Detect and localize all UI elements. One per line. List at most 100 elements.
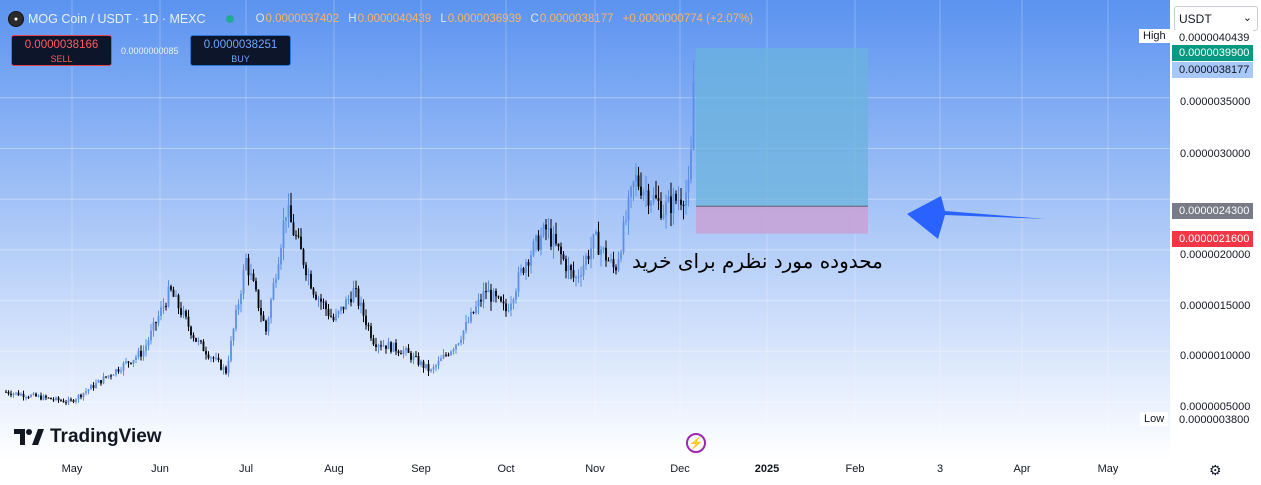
sell-button[interactable]: 0.0000038166 SELL [11, 35, 112, 66]
candle-body [470, 311, 472, 322]
candle-body [130, 362, 132, 364]
candle-body [145, 345, 147, 351]
candle-body [622, 221, 625, 253]
candles [5, 60, 695, 406]
candle-body [172, 289, 175, 297]
candle-body [80, 394, 82, 398]
candle-body [40, 395, 42, 400]
candle-body [225, 367, 227, 374]
candle-body [365, 315, 367, 326]
candle-body [472, 311, 475, 314]
candle-body [532, 241, 535, 256]
candle-body [30, 394, 32, 398]
candle-body [467, 321, 470, 323]
candle-body [447, 354, 450, 356]
candle-body [582, 264, 585, 276]
candle-body [182, 310, 185, 315]
candle-body [115, 369, 117, 375]
candle-body [357, 288, 360, 306]
lightning-icon[interactable]: ⚡ [686, 433, 706, 453]
candle-body [175, 295, 177, 297]
candle-body [597, 231, 600, 255]
candle-body [490, 289, 492, 302]
candle-body [635, 175, 637, 182]
candle-body [692, 82, 695, 150]
tradingview-logo[interactable]: TradingView [14, 426, 162, 448]
high-price-tag: 0.0000040439 [1172, 30, 1253, 46]
x-tick-label: Apr [1013, 463, 1031, 475]
candle-body [517, 272, 520, 292]
candle-body [590, 248, 592, 260]
candle-body [625, 220, 627, 222]
last-price-tag: 0.0000038177 [1172, 62, 1253, 78]
candle-body [637, 175, 640, 187]
y-tick-label: 0.0000035000 [1180, 96, 1251, 108]
sell-label: SELL [50, 54, 73, 64]
candle-body [212, 357, 215, 359]
candle-body [150, 330, 152, 341]
candle-body [147, 340, 150, 346]
candle-body [402, 350, 405, 355]
candle-body [460, 339, 462, 344]
candle-body [450, 351, 452, 356]
buy-button[interactable]: 0.0000038251 BUY [190, 35, 291, 66]
candle-body [302, 249, 305, 265]
candle-body [262, 315, 265, 321]
candle-body [72, 400, 75, 403]
candle-body [265, 320, 267, 332]
candle-body [612, 259, 615, 268]
candle-body [407, 348, 410, 353]
candle-body [310, 273, 312, 289]
candle-body [217, 357, 220, 360]
currency-select[interactable]: USDT ⌄ [1174, 6, 1258, 31]
candle-body [252, 273, 255, 281]
x-tick-label: 2025 [754, 463, 780, 475]
candle-body [660, 201, 662, 218]
candle-body [530, 255, 532, 266]
candle-body [10, 393, 12, 396]
candle-body [280, 248, 282, 265]
buy-zone-annotation[interactable]: محدوده مورد نظرم برای خرید [632, 249, 883, 273]
candle-body [455, 344, 457, 350]
candle-body [457, 343, 460, 345]
candle-body [440, 358, 442, 361]
candle-body [427, 364, 430, 372]
candle-body [45, 395, 47, 398]
candle-body [135, 356, 137, 360]
candle-body [230, 340, 232, 361]
candle-body [342, 306, 345, 310]
x-tick-label: Jul [238, 463, 254, 475]
candle-body [335, 314, 337, 321]
candle-body [352, 288, 355, 303]
candle-body [285, 217, 287, 221]
target-zone[interactable] [696, 48, 868, 207]
candle-body [385, 345, 387, 349]
candle-body [125, 361, 127, 364]
candle-body [545, 224, 547, 230]
candle-body [422, 361, 425, 368]
candle-body [690, 149, 692, 180]
candle-body [32, 393, 35, 395]
symbol-header: ● MOG Coin / USDT · 1D · MEXC O0.0000037… [8, 9, 759, 29]
candle-body [537, 235, 540, 250]
candle-body [540, 235, 542, 250]
candle-body [297, 235, 300, 237]
gear-icon[interactable]: ⚙ [1209, 462, 1222, 478]
stop-zone[interactable] [696, 206, 868, 234]
candle-body [687, 179, 690, 193]
y-tick-label: 0.0000005000 [1180, 401, 1251, 413]
chevron-down-icon: ⌄ [1242, 12, 1252, 24]
candle-body [685, 192, 687, 206]
candle-body [255, 280, 257, 290]
candle-body [397, 351, 400, 354]
candle-body [195, 337, 197, 342]
symbol-title[interactable]: MOG Coin / USDT · 1D · MEXC [28, 12, 206, 26]
candle-body [577, 276, 580, 278]
candle-body [412, 355, 415, 360]
candle-body [15, 392, 17, 394]
x-tick-label: Dec [670, 463, 690, 475]
candle-body [512, 299, 515, 304]
candle-body [445, 354, 447, 356]
